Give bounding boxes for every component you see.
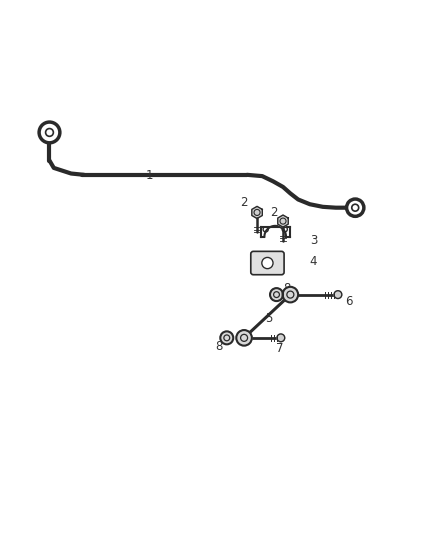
- Text: 8: 8: [284, 282, 291, 295]
- Text: 6: 6: [345, 295, 353, 309]
- Circle shape: [270, 288, 283, 301]
- Circle shape: [39, 122, 60, 143]
- Text: 7: 7: [276, 342, 283, 355]
- Text: 2: 2: [270, 206, 278, 219]
- Text: 3: 3: [311, 234, 318, 247]
- FancyBboxPatch shape: [251, 252, 284, 274]
- Circle shape: [283, 287, 298, 302]
- Circle shape: [334, 290, 342, 298]
- Text: 4: 4: [310, 255, 317, 268]
- Circle shape: [220, 332, 233, 344]
- Text: 1: 1: [146, 169, 154, 182]
- Circle shape: [236, 330, 252, 345]
- Circle shape: [262, 257, 273, 269]
- Circle shape: [346, 199, 364, 216]
- Text: 5: 5: [265, 312, 272, 325]
- Text: 2: 2: [240, 196, 247, 209]
- Circle shape: [277, 334, 285, 342]
- Text: 8: 8: [215, 340, 223, 352]
- Polygon shape: [278, 215, 288, 227]
- Polygon shape: [252, 206, 262, 219]
